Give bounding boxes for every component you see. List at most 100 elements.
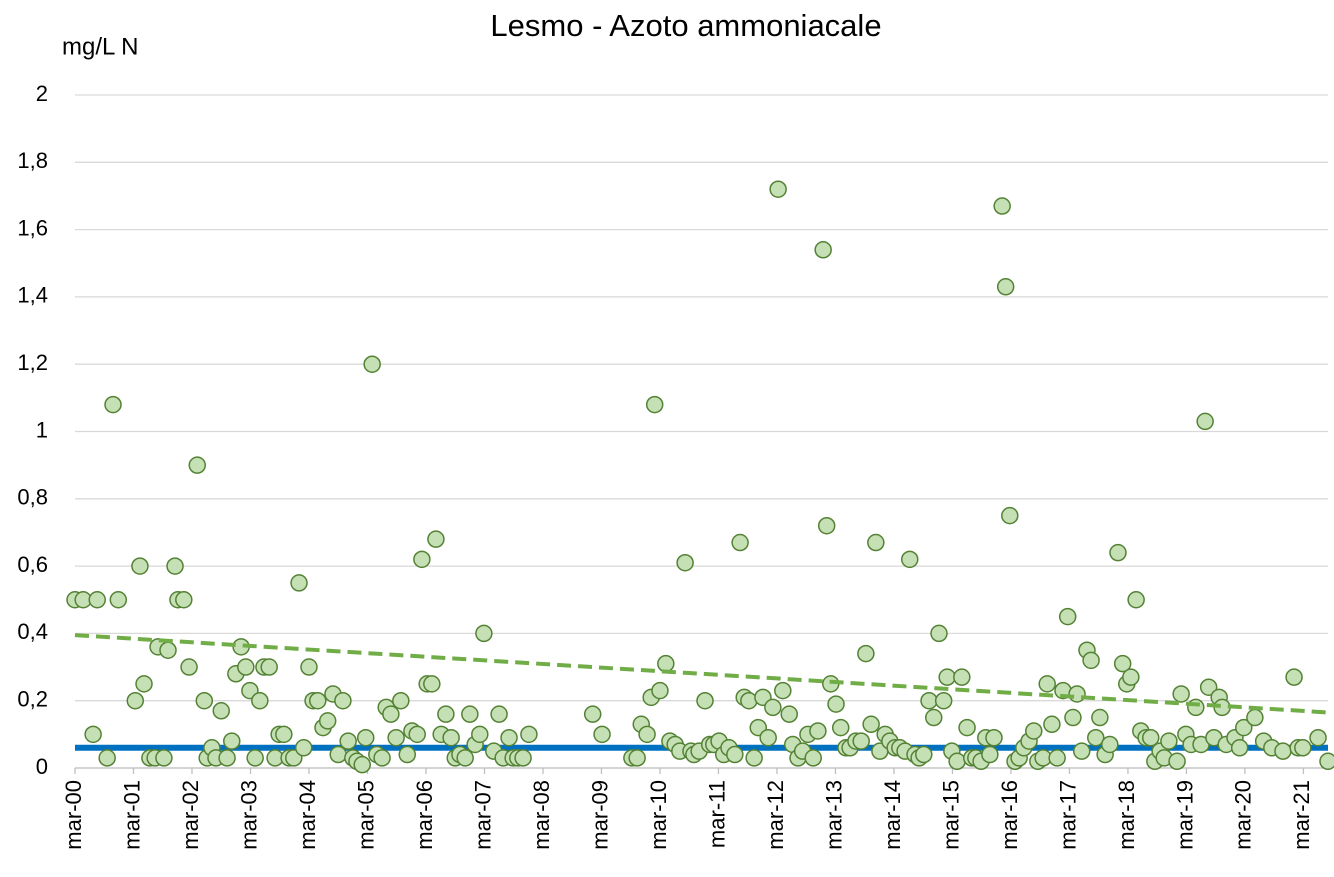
- point: [104, 395, 122, 414]
- point: [817, 516, 836, 535]
- point: [373, 749, 391, 767]
- point: [1048, 749, 1066, 767]
- x-tick-label: mar-15: [938, 780, 963, 850]
- point: [764, 698, 782, 717]
- point: [583, 705, 602, 723]
- point: [934, 691, 953, 710]
- x-tick-label: mar-20: [1231, 780, 1256, 850]
- point: [1142, 728, 1160, 747]
- point: [318, 712, 337, 730]
- point: [309, 691, 327, 710]
- point: [1064, 708, 1082, 727]
- point: [831, 718, 850, 737]
- point: [638, 725, 656, 744]
- y-axis-label: mg/L N: [62, 33, 138, 60]
- x-tick-label: mar-17: [1055, 780, 1080, 850]
- point: [427, 530, 445, 548]
- point: [329, 745, 347, 764]
- point: [290, 574, 308, 592]
- point: [593, 725, 611, 744]
- x-tick-label: mar-02: [178, 780, 203, 850]
- point: [398, 745, 417, 764]
- point: [958, 718, 976, 737]
- point: [726, 745, 744, 764]
- point: [353, 755, 371, 774]
- point: [676, 553, 694, 572]
- point: [857, 644, 875, 663]
- point: [1294, 739, 1312, 757]
- point: [920, 691, 938, 710]
- point: [212, 702, 230, 720]
- point: [985, 728, 1003, 747]
- point: [651, 681, 669, 700]
- point: [1172, 685, 1190, 703]
- point: [363, 355, 381, 373]
- x-tick-label: mar-03: [236, 780, 261, 850]
- point: [500, 728, 518, 747]
- x-tick-label: mar-05: [353, 780, 378, 850]
- point: [852, 732, 870, 750]
- point: [98, 749, 116, 767]
- point: [1274, 742, 1292, 760]
- point: [759, 728, 777, 747]
- x-tick-label: mar-11: [704, 780, 729, 848]
- point: [1068, 685, 1086, 703]
- point: [159, 641, 177, 659]
- point: [180, 658, 198, 676]
- point: [996, 278, 1015, 296]
- point: [1122, 668, 1140, 686]
- x-tick-label: mar-07: [470, 780, 495, 850]
- point: [300, 658, 318, 676]
- point: [769, 180, 787, 198]
- y-tick-label: 1,2: [17, 350, 48, 375]
- point: [1101, 735, 1119, 754]
- x-tick-label: mar-01: [119, 780, 144, 850]
- point: [628, 749, 646, 767]
- point: [924, 708, 943, 727]
- y-tick-label: 1,4: [17, 283, 48, 308]
- x-tick-label: mar-08: [529, 780, 554, 850]
- point: [1246, 708, 1264, 727]
- point: [862, 715, 880, 734]
- point: [356, 728, 375, 747]
- point: [1199, 678, 1218, 696]
- point: [334, 691, 352, 710]
- x-tick-label: mar-06: [412, 780, 437, 850]
- point: [88, 591, 106, 609]
- y-tick-label: 0,8: [17, 485, 48, 510]
- point: [745, 749, 763, 767]
- point: [456, 749, 474, 767]
- y-tick-label: 0: [36, 754, 48, 779]
- y-tick-label: 1,6: [17, 215, 48, 240]
- point: [696, 691, 714, 710]
- point: [930, 624, 948, 643]
- point: [1113, 654, 1132, 673]
- x-tick-label: mar-19: [1172, 780, 1197, 850]
- point: [1091, 708, 1109, 727]
- point: [1082, 651, 1100, 670]
- point: [382, 705, 400, 723]
- point: [437, 705, 455, 723]
- point: [804, 749, 822, 767]
- point: [1309, 728, 1327, 747]
- point: [392, 691, 410, 710]
- x-tick-label: mar-21: [1289, 780, 1314, 850]
- point: [109, 591, 128, 609]
- point: [780, 705, 798, 723]
- point: [953, 668, 971, 686]
- x-tick-label: mar-14: [880, 780, 905, 850]
- point: [867, 533, 885, 552]
- point: [900, 550, 919, 569]
- point: [827, 695, 845, 713]
- point: [1187, 698, 1205, 717]
- point: [155, 749, 173, 767]
- point: [938, 668, 956, 686]
- point: [188, 456, 207, 474]
- point: [1285, 668, 1303, 686]
- point: [251, 691, 269, 710]
- x-tick-label: mar-10: [646, 780, 671, 850]
- point: [1087, 728, 1105, 747]
- point: [490, 705, 508, 723]
- point: [814, 241, 832, 259]
- point: [461, 705, 479, 723]
